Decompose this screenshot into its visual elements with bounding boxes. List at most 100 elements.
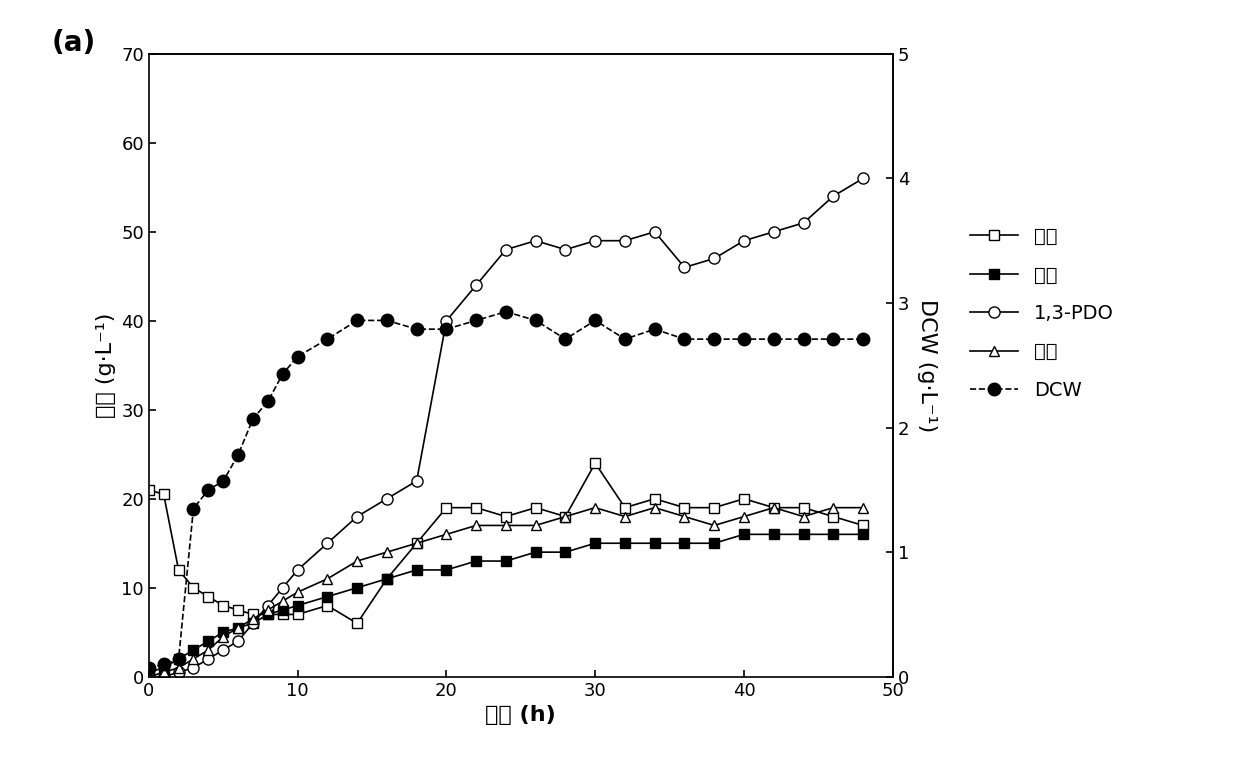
甘油 (350, 619, 365, 628)
乳酸 (216, 632, 231, 641)
乙酸 (246, 619, 260, 628)
乙酸 (290, 601, 305, 610)
乙酸 (216, 628, 231, 637)
1,3-PDO (290, 565, 305, 574)
1,3-PDO (439, 316, 454, 325)
DCW (647, 325, 662, 334)
乙酸 (766, 530, 781, 539)
DCW (379, 316, 394, 325)
DCW (260, 397, 275, 406)
1,3-PDO (856, 174, 870, 183)
DCW (275, 369, 290, 378)
DCW (677, 335, 692, 344)
甘油 (201, 592, 216, 601)
乙酸 (260, 610, 275, 619)
Line: 乙酸: 乙酸 (144, 530, 868, 677)
Line: 1,3-PDO: 1,3-PDO (144, 173, 868, 682)
乳酸 (290, 588, 305, 597)
甘油 (588, 458, 603, 468)
乙酸 (856, 530, 870, 539)
1,3-PDO (469, 281, 484, 290)
DCW (856, 335, 870, 344)
1,3-PDO (647, 227, 662, 236)
1,3-PDO (156, 672, 171, 681)
甘油 (647, 494, 662, 504)
甘油 (707, 503, 722, 512)
1,3-PDO (558, 245, 573, 255)
乳酸 (796, 512, 811, 521)
1,3-PDO (379, 494, 394, 504)
乳酸 (588, 503, 603, 512)
DCW (796, 335, 811, 344)
乙酸 (528, 548, 543, 557)
DCW (409, 325, 424, 334)
甘油 (246, 610, 260, 619)
甘油 (156, 490, 171, 499)
1,3-PDO (796, 218, 811, 228)
DCW (231, 451, 246, 460)
乙酸 (737, 530, 751, 539)
1,3-PDO (766, 227, 781, 236)
乳酸 (246, 614, 260, 624)
DCW (156, 660, 171, 669)
甘油 (677, 503, 692, 512)
1,3-PDO (141, 672, 156, 681)
乙酸 (498, 557, 513, 566)
乳酸 (231, 623, 246, 632)
甘油 (737, 494, 751, 504)
乙酸 (618, 538, 632, 548)
DCW (528, 316, 543, 325)
1,3-PDO (186, 663, 201, 672)
乙酸 (275, 605, 290, 614)
乳酸 (826, 503, 841, 512)
DCW (216, 477, 231, 486)
1,3-PDO (528, 236, 543, 245)
甘油 (379, 574, 394, 584)
1,3-PDO (320, 538, 335, 548)
乳酸 (141, 672, 156, 681)
DCW (737, 335, 751, 344)
Line: 乳酸: 乳酸 (144, 503, 868, 681)
甘油 (826, 512, 841, 521)
乳酸 (201, 645, 216, 654)
乙酸 (469, 557, 484, 566)
乙酸 (677, 538, 692, 548)
乳酸 (409, 538, 424, 548)
乙酸 (350, 583, 365, 592)
乳酸 (439, 530, 454, 539)
乙酸 (141, 667, 156, 677)
DCW (618, 335, 632, 344)
甘油 (409, 538, 424, 548)
甘油 (558, 512, 573, 521)
乳酸 (558, 512, 573, 521)
DCW (469, 316, 484, 325)
乳酸 (737, 512, 751, 521)
甘油 (766, 503, 781, 512)
Y-axis label: 浓度 (g·L⁻¹): 浓度 (g·L⁻¹) (95, 312, 115, 418)
1,3-PDO (260, 601, 275, 610)
1,3-PDO (707, 254, 722, 263)
乙酸 (439, 565, 454, 574)
乳酸 (647, 503, 662, 512)
乙酸 (826, 530, 841, 539)
甘油 (231, 605, 246, 614)
DCW (141, 664, 156, 673)
甘油 (260, 610, 275, 619)
乙酸 (707, 538, 722, 548)
甘油 (141, 485, 156, 494)
甘油 (216, 601, 231, 610)
DCW (171, 654, 186, 664)
1,3-PDO (231, 637, 246, 646)
1,3-PDO (498, 245, 513, 255)
1,3-PDO (409, 476, 424, 485)
1,3-PDO (275, 583, 290, 592)
1,3-PDO (216, 645, 231, 654)
DCW (498, 307, 513, 316)
乳酸 (186, 654, 201, 664)
甘油 (320, 601, 335, 610)
甘油 (498, 512, 513, 521)
乳酸 (707, 521, 722, 530)
乙酸 (588, 538, 603, 548)
乙酸 (201, 637, 216, 646)
乳酸 (766, 503, 781, 512)
